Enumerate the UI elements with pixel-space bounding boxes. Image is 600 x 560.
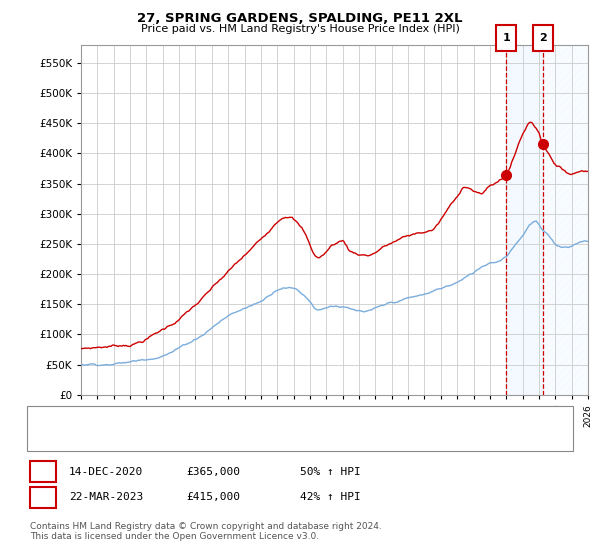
Text: 2: 2 <box>539 33 547 43</box>
Text: Contains HM Land Registry data © Crown copyright and database right 2024.
This d: Contains HM Land Registry data © Crown c… <box>30 522 382 542</box>
FancyBboxPatch shape <box>533 25 553 51</box>
Text: 50% ↑ HPI: 50% ↑ HPI <box>300 466 361 477</box>
Text: 1: 1 <box>502 33 510 43</box>
Text: 27, SPRING GARDENS, SPALDING, PE11 2XL (detached house): 27, SPRING GARDENS, SPALDING, PE11 2XL (… <box>81 414 403 424</box>
Text: Price paid vs. HM Land Registry's House Price Index (HPI): Price paid vs. HM Land Registry's House … <box>140 24 460 34</box>
Text: £365,000: £365,000 <box>186 466 240 477</box>
Bar <box>543 45 588 395</box>
Text: 2: 2 <box>40 492 47 502</box>
Text: 14-DEC-2020: 14-DEC-2020 <box>69 466 143 477</box>
Text: £415,000: £415,000 <box>186 492 240 502</box>
Text: 42% ↑ HPI: 42% ↑ HPI <box>300 492 361 502</box>
FancyBboxPatch shape <box>496 25 517 51</box>
Text: HPI: Average price, detached house, South Holland: HPI: Average price, detached house, Sout… <box>81 431 347 441</box>
Bar <box>506 45 543 395</box>
Text: 22-MAR-2023: 22-MAR-2023 <box>69 492 143 502</box>
Text: 27, SPRING GARDENS, SPALDING, PE11 2XL: 27, SPRING GARDENS, SPALDING, PE11 2XL <box>137 12 463 25</box>
Text: 1: 1 <box>40 466 47 477</box>
